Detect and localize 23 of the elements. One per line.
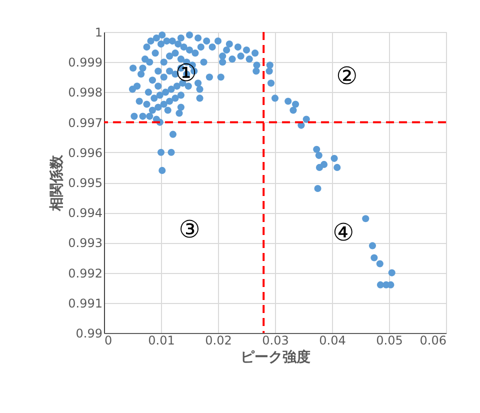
y-tick-label: 0.996 <box>68 146 102 160</box>
x-tick-label: 0.06 <box>420 334 446 348</box>
annotation: ② <box>336 62 358 90</box>
x-tick-label: 0.02 <box>205 334 232 348</box>
y-tick-label: 0.998 <box>68 86 102 100</box>
x-tick-label: 0.05 <box>376 334 403 348</box>
x-tick-label: 0.03 <box>262 334 289 348</box>
x-tick-label: 0 <box>104 334 112 348</box>
x-tick-label: 0.04 <box>319 334 346 348</box>
y-tick-label: 0.992 <box>68 266 102 280</box>
y-tick-label: 0.997 <box>68 116 102 130</box>
y-tick-label: 0.99 <box>76 326 102 340</box>
x-tick-label: 0.01 <box>148 334 175 348</box>
y-tick-label: 0.995 <box>68 176 102 190</box>
y-tick-label: 0.999 <box>68 56 102 70</box>
x-axis-title: ピーク強度 <box>240 348 310 366</box>
y-tick-label: 0.991 <box>68 296 102 310</box>
y-tick-label: 1 <box>94 26 102 40</box>
y-tick-label: 0.993 <box>68 236 102 250</box>
annotation: ④ <box>332 218 354 247</box>
annotation: ③ <box>178 216 200 244</box>
y-tick-label: 0.994 <box>68 206 102 220</box>
y-axis-title: 相関係数 <box>49 154 66 212</box>
